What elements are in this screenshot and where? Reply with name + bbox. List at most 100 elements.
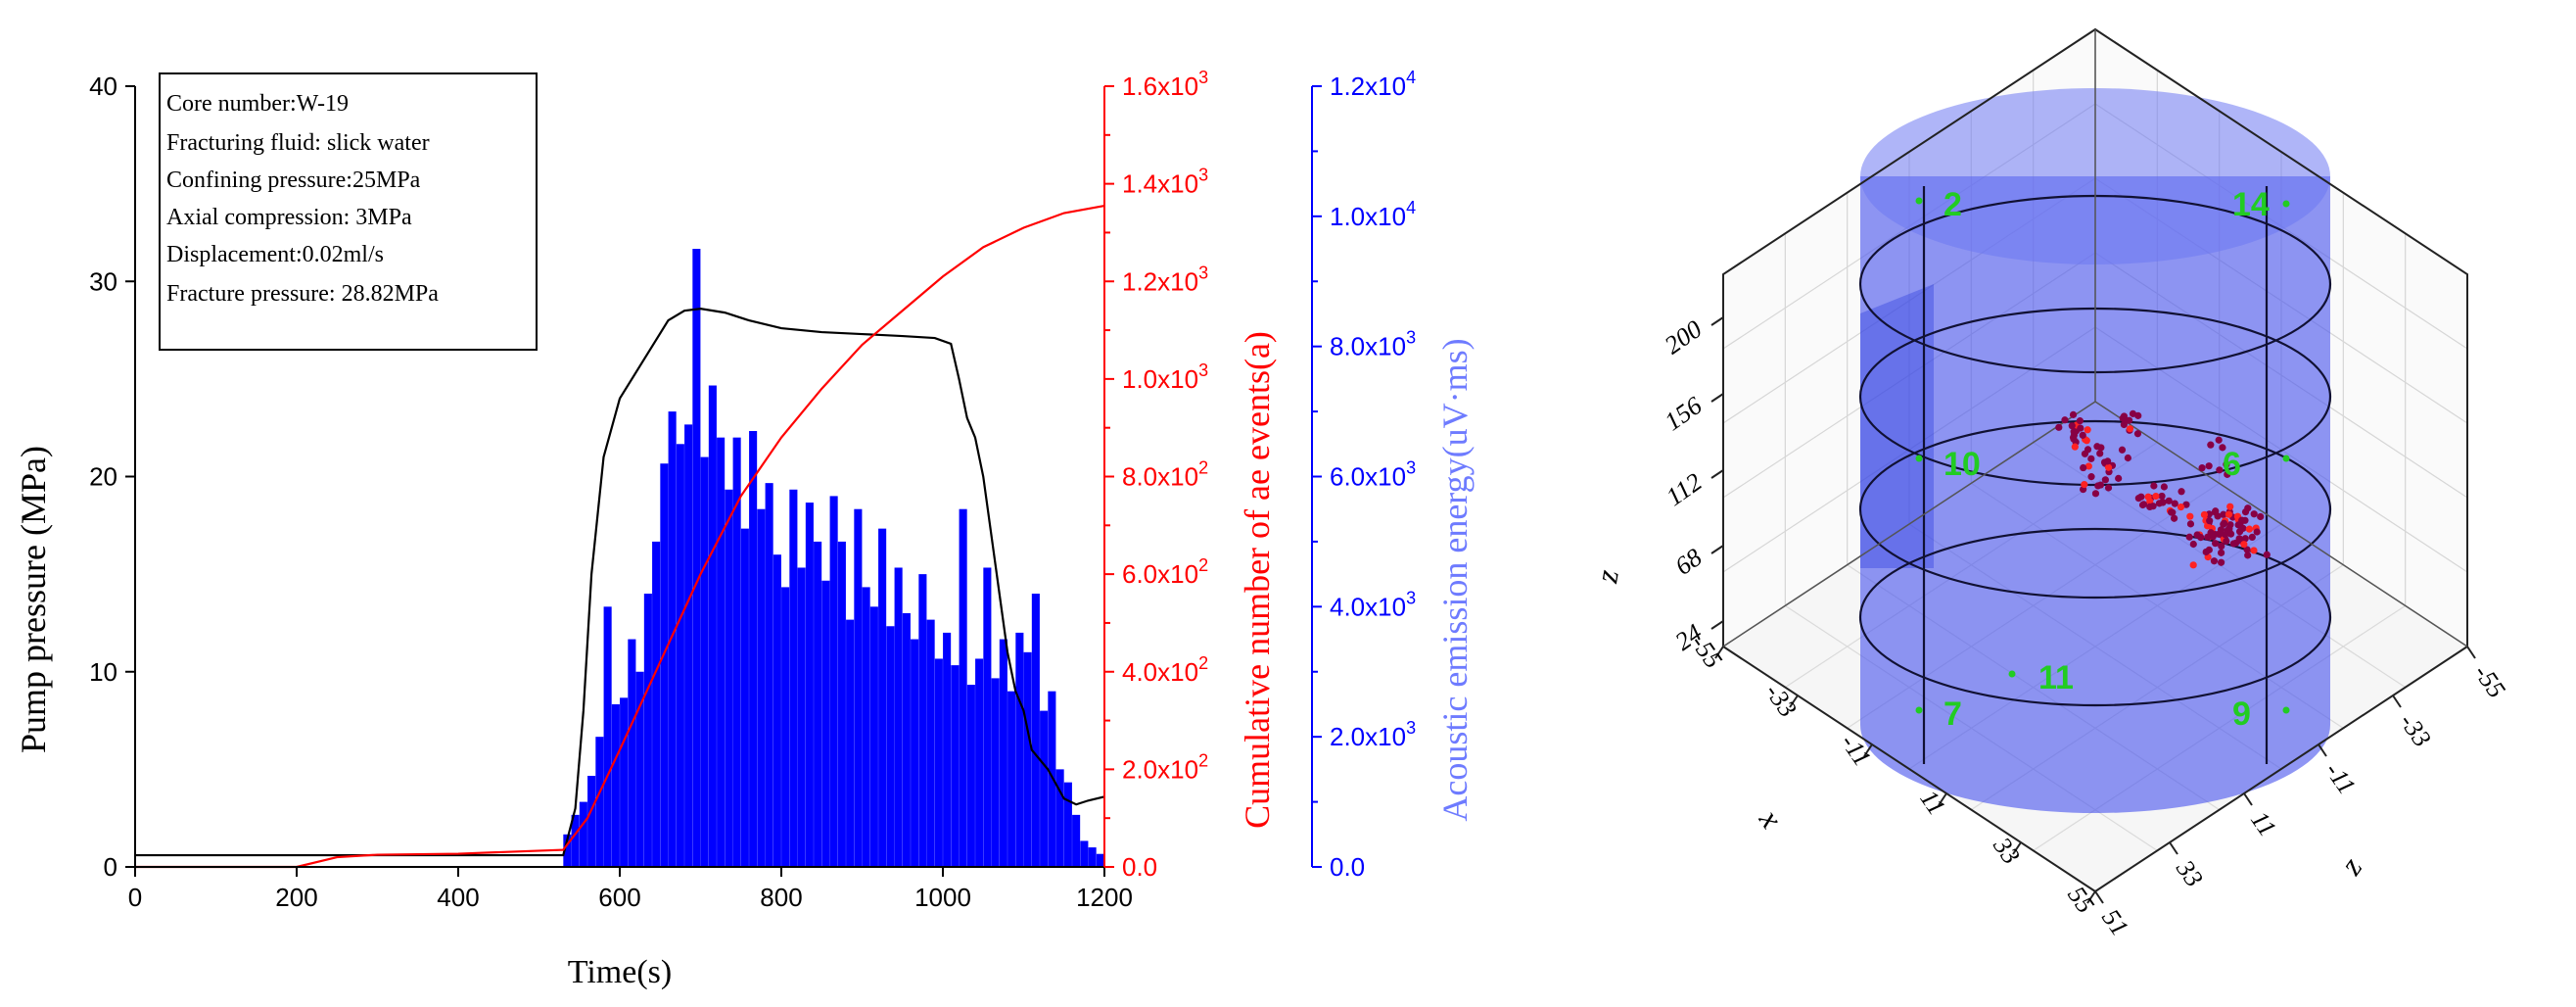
y-right2-tick-label: 2.0x103 <box>1330 718 1416 751</box>
ae-event-point <box>2134 495 2142 503</box>
x-tick-3d <box>1863 743 1873 757</box>
x-tick-label: 0 <box>128 883 142 912</box>
ae-event-point <box>2084 446 2092 454</box>
ae-energy-bars <box>563 249 1104 867</box>
ae-event-point <box>2193 531 2201 539</box>
y-left-tick-label: 20 <box>89 462 117 492</box>
x-tick-3d <box>2086 890 2096 904</box>
x-tick-label: 600 <box>598 883 640 912</box>
sensor-point <box>2282 200 2290 208</box>
ae-energy-bar <box>821 580 830 867</box>
sensor-point <box>1915 197 1923 205</box>
ae-event-point <box>2139 501 2148 508</box>
y-tick-label-3d: -55 <box>2468 659 2511 703</box>
box-inner-edge <box>2094 401 2468 647</box>
x-tick-label: 800 <box>760 883 802 912</box>
y-right2-tick-label: 1.2x104 <box>1330 68 1416 101</box>
pump-pressure-line <box>135 308 1105 857</box>
ae-energy-bar <box>660 463 669 867</box>
ae-event-point <box>2216 466 2224 474</box>
ae-event-point <box>2104 463 2113 471</box>
ae-event-point <box>2205 462 2213 470</box>
ae-event-point <box>2079 431 2086 439</box>
ae-energy-bar <box>563 834 572 867</box>
z-tick <box>1710 620 1724 630</box>
ae-energy-bar <box>781 587 790 867</box>
ae-energy-bar <box>684 424 693 867</box>
sensor-label: 7 <box>1944 695 1962 733</box>
ae-event-point <box>2218 542 2225 551</box>
ae-energy-bar <box>765 483 773 867</box>
ae-event-point <box>2263 551 2271 558</box>
y-tick-label-3d: -33 <box>2394 708 2437 752</box>
ae-event-point <box>2198 464 2206 472</box>
ae-event-point <box>2055 423 2063 431</box>
y-tick-label-3d: 33 <box>2171 854 2209 892</box>
ae-event-point <box>2224 470 2231 478</box>
ae-energy-bar <box>902 612 911 867</box>
x-tick-3d <box>1938 792 1947 806</box>
ae-event-point <box>2204 533 2212 541</box>
y-tick-3d <box>2169 841 2178 855</box>
info-line: Confining pressure:25MPa <box>166 168 421 193</box>
y-tick-3d <box>2318 743 2327 757</box>
ae-energy-bar <box>1055 769 1064 867</box>
z-tick-label: 200 <box>1660 314 1708 360</box>
ae-energy-bar <box>797 567 806 867</box>
ae-event-point <box>2150 482 2158 490</box>
ae-event-point <box>2104 484 2113 492</box>
y-right1-tick-label: 8.0x102 <box>1122 458 1208 492</box>
ae-energy-bar <box>999 639 1007 867</box>
ae-event-point <box>2084 462 2092 470</box>
y-right2-tick-label: 8.0x103 <box>1330 328 1416 361</box>
ae-event-point <box>2133 430 2142 438</box>
x-tick-label: 1200 <box>1076 883 1133 912</box>
cylinder-ring <box>1858 419 2332 599</box>
y-right2-tick-label: 0.0 <box>1330 852 1365 882</box>
ae-event-point <box>2097 444 2105 452</box>
ae-event-point <box>2087 455 2095 462</box>
y-left-tick-label: 0 <box>104 852 117 882</box>
y-right1-tick-label: 6.0x102 <box>1122 555 1208 589</box>
ae-energy-bar <box>1031 594 1040 867</box>
ae-energy-bar <box>814 541 822 867</box>
ae-event-point <box>2220 510 2227 518</box>
y-left-tick-label: 10 <box>89 657 117 687</box>
ae-energy-bar <box>603 606 612 867</box>
ae-event-point <box>2257 512 2265 521</box>
ae-event-point <box>2070 428 2078 436</box>
ae-energy-bar <box>991 678 1000 867</box>
y-right1-tick-label: 1.6x103 <box>1122 68 1208 101</box>
y-axis-title-3d: z <box>2332 850 2369 882</box>
ae-event-point <box>2202 548 2210 556</box>
z-tick <box>1710 316 1724 326</box>
ae-energy-bar <box>692 249 701 867</box>
sensor-label: 9 <box>2232 695 2251 733</box>
ae-event-point <box>2229 540 2237 548</box>
ae-energy-bar <box>628 639 636 867</box>
ae-event-point <box>2185 533 2193 541</box>
ae-energy-bar <box>773 554 781 867</box>
info-line: Axial compression: 3MPa <box>166 205 412 230</box>
z-tick <box>1710 545 1724 554</box>
y-right1-tick-label: 1.2x103 <box>1122 263 1208 296</box>
ae-event-point <box>2177 504 2185 511</box>
ae-energy-bar <box>918 574 927 867</box>
ae-energy-bar <box>1088 847 1097 867</box>
ae-event-point <box>2152 492 2160 501</box>
x-axis-title-3d: x <box>1753 802 1790 835</box>
sensor-point <box>2008 670 2016 678</box>
ae-event-point <box>2250 547 2258 554</box>
y-right2-tick-label: 6.0x103 <box>1330 458 1416 492</box>
ae-event-point <box>2221 519 2228 527</box>
y-left-tick-label: 30 <box>89 266 117 296</box>
ae-event-point <box>2250 510 2258 518</box>
cumulative-events-line <box>135 204 1105 869</box>
ae-event-point <box>2219 444 2226 452</box>
ae-energy-bar <box>757 508 766 867</box>
ae-event-point <box>2236 528 2244 536</box>
ae-event-point <box>2215 436 2223 444</box>
y-right2-tick-label: 1.0x104 <box>1330 198 1416 231</box>
y-right1-title: Cumulative number of ae events(a) <box>1238 331 1277 829</box>
ae-event-point <box>2159 499 2167 506</box>
